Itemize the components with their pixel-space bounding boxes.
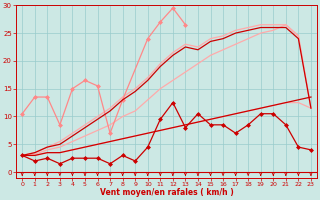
X-axis label: Vent moyen/en rafales ( km/h ): Vent moyen/en rafales ( km/h ): [100, 188, 234, 197]
